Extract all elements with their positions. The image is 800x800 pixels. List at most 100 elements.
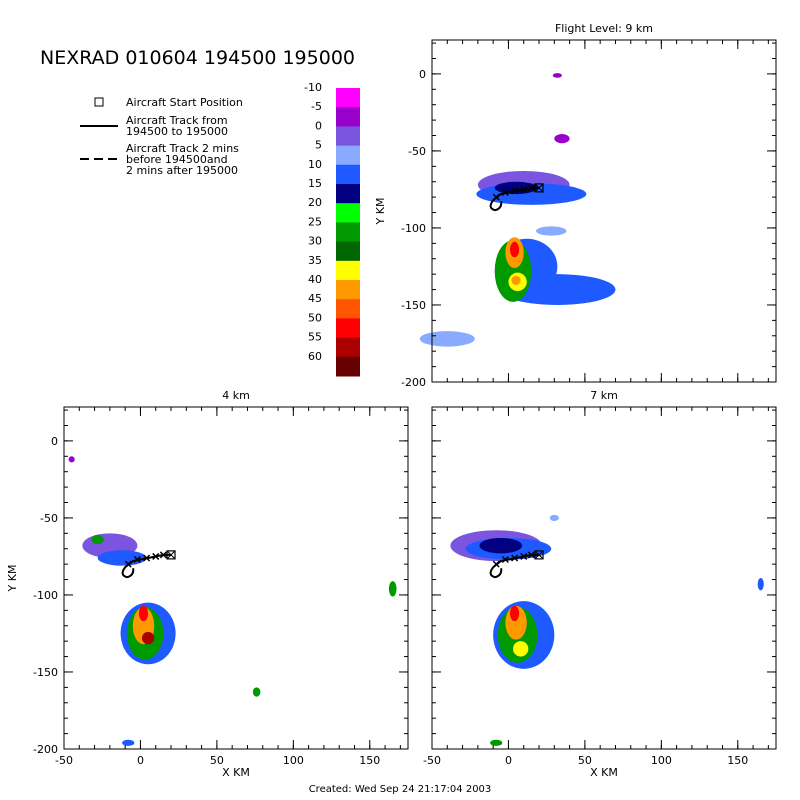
y-tick-label: -100 <box>401 222 426 235</box>
radar-echo <box>419 331 475 347</box>
x-tick-label: 100 <box>651 754 672 767</box>
colorbar-swatch <box>336 107 360 127</box>
plot-frame <box>63 406 409 750</box>
x-tick-label: 150 <box>359 754 380 767</box>
colorbar-label: 35 <box>308 254 322 267</box>
figure-title: NEXRAD 010604 194500 195000 <box>40 47 355 69</box>
track-time-marker <box>520 552 528 560</box>
radar-echo <box>490 739 503 746</box>
radar-echo <box>511 275 521 285</box>
legend-start-label: Aircraft Start Position <box>126 96 243 109</box>
legend-track-label-2: 194500 to 195000 <box>126 125 228 138</box>
aircraft-track-loop <box>121 566 135 579</box>
track-time-marker <box>152 552 160 560</box>
track-time-marker <box>159 551 167 559</box>
y-axis-label: Y KM <box>374 198 387 226</box>
legend-track2-label-2: before 194500and <box>126 153 228 166</box>
colorbar-label: 60 <box>308 350 322 363</box>
x-tick-label: -50 <box>55 754 73 767</box>
panel-title: Flight Level: 9 km <box>555 22 653 35</box>
track-time-marker <box>124 560 132 568</box>
radar-echo <box>757 578 764 591</box>
colorbar-label: 25 <box>308 215 322 228</box>
y-axis-label: Y KM <box>6 565 19 593</box>
legend: Aircraft Start Position Aircraft Track f… <box>80 96 243 177</box>
colorbar-swatch <box>336 280 360 300</box>
radar-echo <box>122 739 135 746</box>
colorbar-label: 15 <box>308 177 322 190</box>
panel-9km: 0 -50 -100 -150 -200 Flight Level: 9 km Y KM <box>374 22 777 389</box>
track-time-marker <box>527 184 535 192</box>
colorbar-swatch <box>336 203 360 223</box>
track-time-marker <box>511 187 519 195</box>
panel-title: 4 km <box>222 389 250 402</box>
radar-echo <box>549 514 559 522</box>
y-tick-label: -200 <box>401 376 426 389</box>
track-time-marker <box>143 554 151 562</box>
aircraft-track-loop <box>489 566 503 579</box>
colorbar-swatch <box>336 260 360 281</box>
plot-frame <box>431 406 777 750</box>
colorbar-label: 20 <box>308 196 322 209</box>
track-time-marker <box>520 185 528 193</box>
radar-echo <box>388 581 397 597</box>
colorbar-swatch <box>336 145 360 166</box>
radar-echo <box>141 631 155 645</box>
radar-echo <box>535 226 567 236</box>
radar-echo <box>509 605 520 622</box>
colorbar-swatch <box>336 318 360 339</box>
colorbar-label: 10 <box>308 158 322 171</box>
radar-echo <box>138 605 149 622</box>
radar-echo <box>554 133 570 144</box>
track-time-marker <box>133 555 141 564</box>
aircraft-start-marker <box>166 550 176 560</box>
colorbar-label: 45 <box>308 292 322 305</box>
colorbar-label: 5 <box>315 139 322 152</box>
x-tick-label: 50 <box>210 754 224 767</box>
colorbar-swatch <box>336 241 360 262</box>
radar-echo <box>552 73 562 78</box>
x-tick-label: 0 <box>137 754 144 767</box>
colorbar-swatch <box>336 126 360 147</box>
colorbar-label: -5 <box>311 100 322 113</box>
x-tick-label: -50 <box>423 754 441 767</box>
aircraft-start-cross <box>534 550 544 560</box>
x-axis-label: X KM <box>222 766 250 779</box>
track-time-marker <box>492 560 500 568</box>
panel-4km: -50 0 50 100 150 0 -50 -100 -150 -200 4 km X KM Y KM <box>6 389 409 779</box>
radar-echo <box>494 181 538 195</box>
radar-echo <box>513 641 529 657</box>
track-time-marker <box>492 193 500 201</box>
y-tick-label: -150 <box>33 666 58 679</box>
radar-echo <box>252 687 261 697</box>
panel-title: 7 km <box>590 389 618 402</box>
y-tick-label: -200 <box>33 743 58 756</box>
colorbar: -10 -5 0 5 10 15 20 25 30 35 40 45 50 55 60 <box>304 81 360 377</box>
x-tick-label: 150 <box>727 754 748 767</box>
track-time-marker <box>501 188 509 197</box>
y-tick-label: 0 <box>419 68 426 81</box>
legend-track2-label-1: Aircraft Track 2 mins <box>126 142 239 155</box>
aircraft-start-marker <box>534 183 544 193</box>
colorbar-swatch <box>336 356 360 377</box>
aircraft-start-cross <box>534 183 544 193</box>
radar-echo <box>509 241 520 258</box>
y-tick-label: -150 <box>401 299 426 312</box>
x-axis-label: X KM <box>590 766 618 779</box>
y-tick-label: 0 <box>51 435 58 448</box>
colorbar-swatch <box>336 88 360 108</box>
colorbar-label: 50 <box>308 311 322 324</box>
colorbar-swatch <box>336 299 360 319</box>
colorbar-swatch <box>336 222 360 243</box>
y-tick-label: -100 <box>33 589 58 602</box>
legend-track-label-1: Aircraft Track from <box>126 114 228 127</box>
radar-echo <box>91 534 104 545</box>
track-time-marker <box>501 555 509 564</box>
plot-frame <box>431 39 777 383</box>
y-tick-label: -50 <box>408 145 426 158</box>
radar-echo <box>479 537 523 554</box>
y-tick-label: -50 <box>40 512 58 525</box>
colorbar-label: 0 <box>315 119 322 132</box>
legend-track2-label-3: 2 mins after 195000 <box>126 164 238 177</box>
